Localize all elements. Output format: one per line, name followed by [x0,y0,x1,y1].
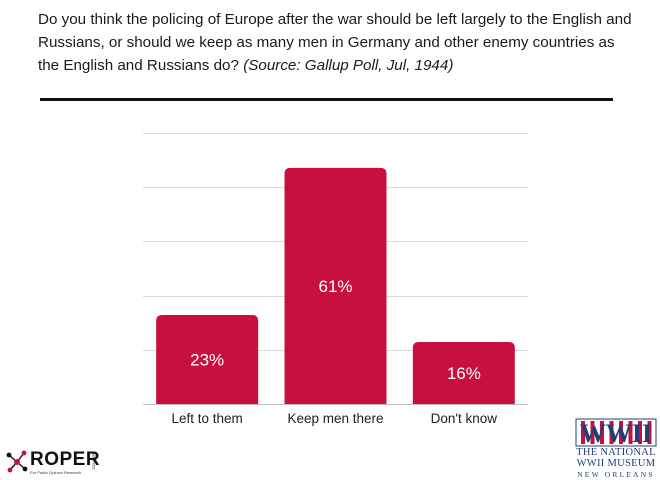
bar-value-label: 16% [447,364,481,383]
bar-left-to-them [156,314,259,404]
museum-line-2: WWII MUSEUM [576,457,656,469]
category-label: Left to them [172,411,243,426]
museum-stripe [590,421,595,444]
title-divider [40,98,613,101]
question-text: Do you think the policing of Europe afte… [38,8,638,77]
wwii-mark-text: WWII [580,419,652,448]
bar-value-label: 61% [318,277,352,296]
museum-city: NEW ORLEANS [577,470,655,479]
museum-stripe [609,421,614,444]
museum-stripe [600,421,604,444]
bar-keep-men-there [284,167,387,404]
roper-wordmark: ROPER [30,449,101,470]
roper-center-logo: ROPER CENTER For Public Opinion Research [6,447,116,477]
museum-name: THE NATIONAL WWII MUSEUM [573,447,659,469]
roper-network-icon [6,450,28,473]
roper-tagline: For Public Opinion Research [30,470,82,475]
bar-value-label: 23% [190,350,224,369]
museum-stripe [581,421,585,444]
bars [156,167,515,404]
museum-line-1: THE NATIONAL [576,447,656,458]
question-body: Do you think the policing of Europe afte… [38,11,632,74]
bar-labels: 23% 61% 16% [190,277,481,383]
museum-stripe [647,421,652,444]
museum-stripe [619,421,623,444]
roper-side-text: CENTER [91,453,96,470]
museum-stripe [638,421,642,444]
wwii-mark-icon: WWII [575,418,657,448]
category-label: Don't know [431,411,498,426]
category-label: Keep men there [287,411,383,426]
museum-stripe [628,421,633,444]
bar-don-t-know [412,342,515,404]
question-source: (Source: Gallup Poll, Jul, 1944) [243,57,454,74]
category-labels: Left to them Keep men there Don't know [172,411,498,426]
wwii-museum-logo: WWII THE NATIONAL WWII MUSEUM NEW ORLEAN… [573,418,659,480]
